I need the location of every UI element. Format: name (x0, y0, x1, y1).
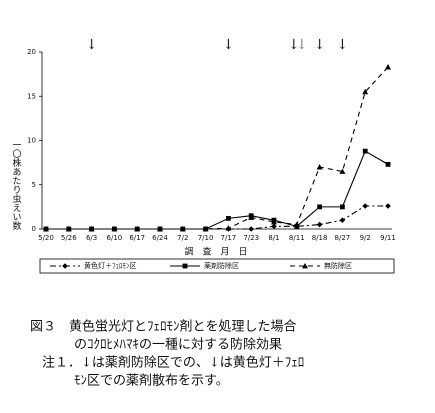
x-tick-label: 5/20 (38, 234, 54, 242)
x-tick-label: 7/23 (243, 234, 259, 242)
spray-arrow: ↓ (223, 37, 235, 53)
x-tick-label: 7/10 (198, 234, 214, 242)
point (43, 226, 49, 232)
y-tick-label: 10 (27, 137, 36, 145)
spray-arrow: ↓ (296, 37, 308, 53)
caption-line: 注１．↓は薬剤防除区での、↓は黄色灯＋ﾌｪﾛ (42, 355, 304, 371)
y-tick-label: 5 (32, 181, 36, 189)
spray-arrow: ↓ (337, 37, 349, 53)
caption-line: ﾓﾝ区での薬剤散布を示す。 (74, 373, 229, 389)
legend-label: 無防除区 (324, 261, 352, 270)
legend-label: 薬剤防除区 (204, 261, 239, 270)
x-tick-label: 6/24 (152, 234, 168, 242)
point (202, 226, 209, 232)
spray-arrow: ↓ (314, 37, 326, 53)
x-tick-label: 8/1 (268, 234, 279, 242)
point (62, 263, 68, 269)
y-axis-label: 一〇株あたり虫えい数 (11, 140, 22, 231)
series-line (46, 66, 389, 230)
series-line (46, 150, 389, 230)
x-tick-label: 8/27 (335, 234, 351, 242)
point (157, 226, 163, 232)
point (248, 214, 255, 220)
x-tick-label: 8/11 (289, 234, 305, 242)
x-tick-label: 6/10 (107, 234, 123, 242)
spray-arrow: ↓ (86, 37, 98, 53)
x-tick-label: 9/11 (380, 234, 396, 242)
point (111, 226, 118, 232)
y-tick-label: 15 (27, 92, 36, 100)
point (134, 226, 141, 232)
point (182, 263, 188, 269)
point (362, 88, 369, 95)
point (385, 161, 391, 167)
point (316, 221, 323, 228)
x-tick-label: 7/17 (221, 234, 237, 242)
x-axis-label: 調 査 月 日 (184, 246, 247, 258)
caption-line: のｺｸﾛﾋﾒﾊﾏｷの一種に対する防除効果 (74, 337, 282, 353)
y-tick-label: 0 (32, 225, 36, 233)
x-tick-label: 7/2 (177, 234, 188, 242)
legend-label: 黄色灯＋ﾌｪﾛﾓﾝ区 (84, 261, 137, 270)
x-tick-label: 8/18 (312, 234, 328, 242)
point (271, 218, 277, 225)
point (339, 217, 346, 223)
point (362, 203, 368, 209)
point (226, 215, 231, 221)
point (88, 226, 95, 232)
series-line (46, 205, 388, 230)
point (316, 164, 323, 170)
point (302, 263, 308, 269)
x-tick-label: 5/26 (61, 234, 77, 242)
spray-arrow: ↓ (288, 37, 300, 53)
point (317, 204, 322, 210)
point (385, 203, 391, 209)
point (225, 225, 232, 231)
caption-line: 図３ 黄色蛍光灯とﾌｪﾛﾓﾝ剤とを処理した場合 (30, 319, 297, 335)
point (271, 223, 277, 230)
x-tick-label: 6/17 (129, 234, 145, 242)
x-tick-label: 9/2 (360, 234, 371, 242)
y-tick-label: 20 (27, 48, 36, 56)
point (339, 168, 346, 174)
legend-box (39, 258, 395, 274)
x-tick-label: 6/3 (86, 234, 97, 242)
point (385, 64, 391, 70)
point (179, 226, 186, 232)
point (248, 226, 254, 232)
point (340, 204, 345, 210)
point (362, 148, 368, 154)
point (293, 221, 300, 227)
point (65, 226, 72, 232)
